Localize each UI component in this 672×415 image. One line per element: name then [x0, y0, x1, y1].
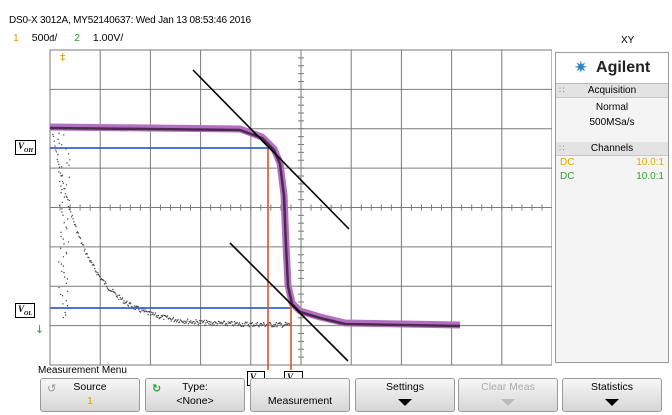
submenu-arrow-icon [501, 399, 515, 406]
brand-name: Agilent [596, 59, 651, 76]
submenu-arrow-icon [398, 399, 412, 406]
channel-1-row: DC 10.0:1 [556, 156, 668, 170]
channels-header[interactable]: ∷ Channels [556, 142, 668, 156]
ch1-coupling: DC [560, 157, 575, 168]
agilent-logo-icon: ✷ [573, 58, 589, 77]
voh-label: VOH [15, 140, 37, 155]
menu-title: Measurement Menu [38, 365, 127, 376]
statistics-button[interactable]: Statistics [562, 378, 662, 412]
channel-2-row: DC 10.0:1 [556, 170, 668, 184]
scope-title: DS0-X 3012A, MY52140637: Wed Jan 13 08:5… [9, 15, 251, 26]
ch1-marker-icon: ‡ [60, 51, 66, 64]
rotate-knob-icon: ↻ [152, 383, 162, 395]
submenu-arrow-icon [605, 399, 619, 406]
graticule-ticks [49, 49, 543, 366]
acquisition-mode: Normal [595, 102, 629, 113]
waveform-display: ‡ ↓ [35, 49, 552, 370]
ch1-probe: 10.0:1 [636, 157, 664, 168]
info-panel: ✷ Agilent ∷ Acquisition Normal 500MSa/s ∷… [555, 52, 669, 363]
ch2-coupling: DC [560, 171, 575, 182]
ch2-number: 2 [74, 32, 80, 44]
settings-button[interactable]: Settings [355, 378, 455, 412]
type-value: <None> [176, 395, 214, 407]
softkey-bar: ↺ Source 1 ↻ Type: <None> Measurement Se… [0, 378, 672, 415]
ch2-ground-icon: ↓ [35, 323, 44, 336]
ch2-scale: 1.00V/ [92, 32, 124, 44]
source-value: 1 [87, 395, 93, 407]
transfer-curve [49, 126, 461, 328]
acquisition-header[interactable]: ∷ Acquisition [556, 84, 668, 98]
sample-rate: 500MSa/s [589, 117, 635, 128]
grip-icon: ∷ [559, 143, 565, 153]
clear-meas-button[interactable]: Clear Meas [458, 378, 558, 412]
dotted-decay-trace [51, 129, 292, 328]
type-button[interactable]: ↻ Type: <None> [145, 378, 245, 412]
ch1-number: 1 [13, 32, 19, 44]
rotate-knob-icon: ↺ [47, 383, 57, 395]
channel-scale-row: 1 500đ/ 2 1.00V/ [13, 32, 123, 44]
vol-label: VOL [15, 303, 36, 318]
xy-mode-label: XY [621, 35, 635, 46]
add-measurement-button[interactable]: Measurement [250, 378, 350, 412]
brand-header: ✷ Agilent [556, 53, 668, 84]
ch2-probe: 10.0:1 [636, 171, 664, 182]
source-button[interactable]: ↺ Source 1 [40, 378, 140, 412]
acquisition-body: Normal 500MSa/s [556, 98, 668, 132]
ch1-scale: 500đ/ [31, 32, 58, 44]
grip-icon: ∷ [559, 85, 565, 95]
lower-tangent-line [229, 242, 349, 362]
upper-tangent-line [192, 69, 350, 230]
